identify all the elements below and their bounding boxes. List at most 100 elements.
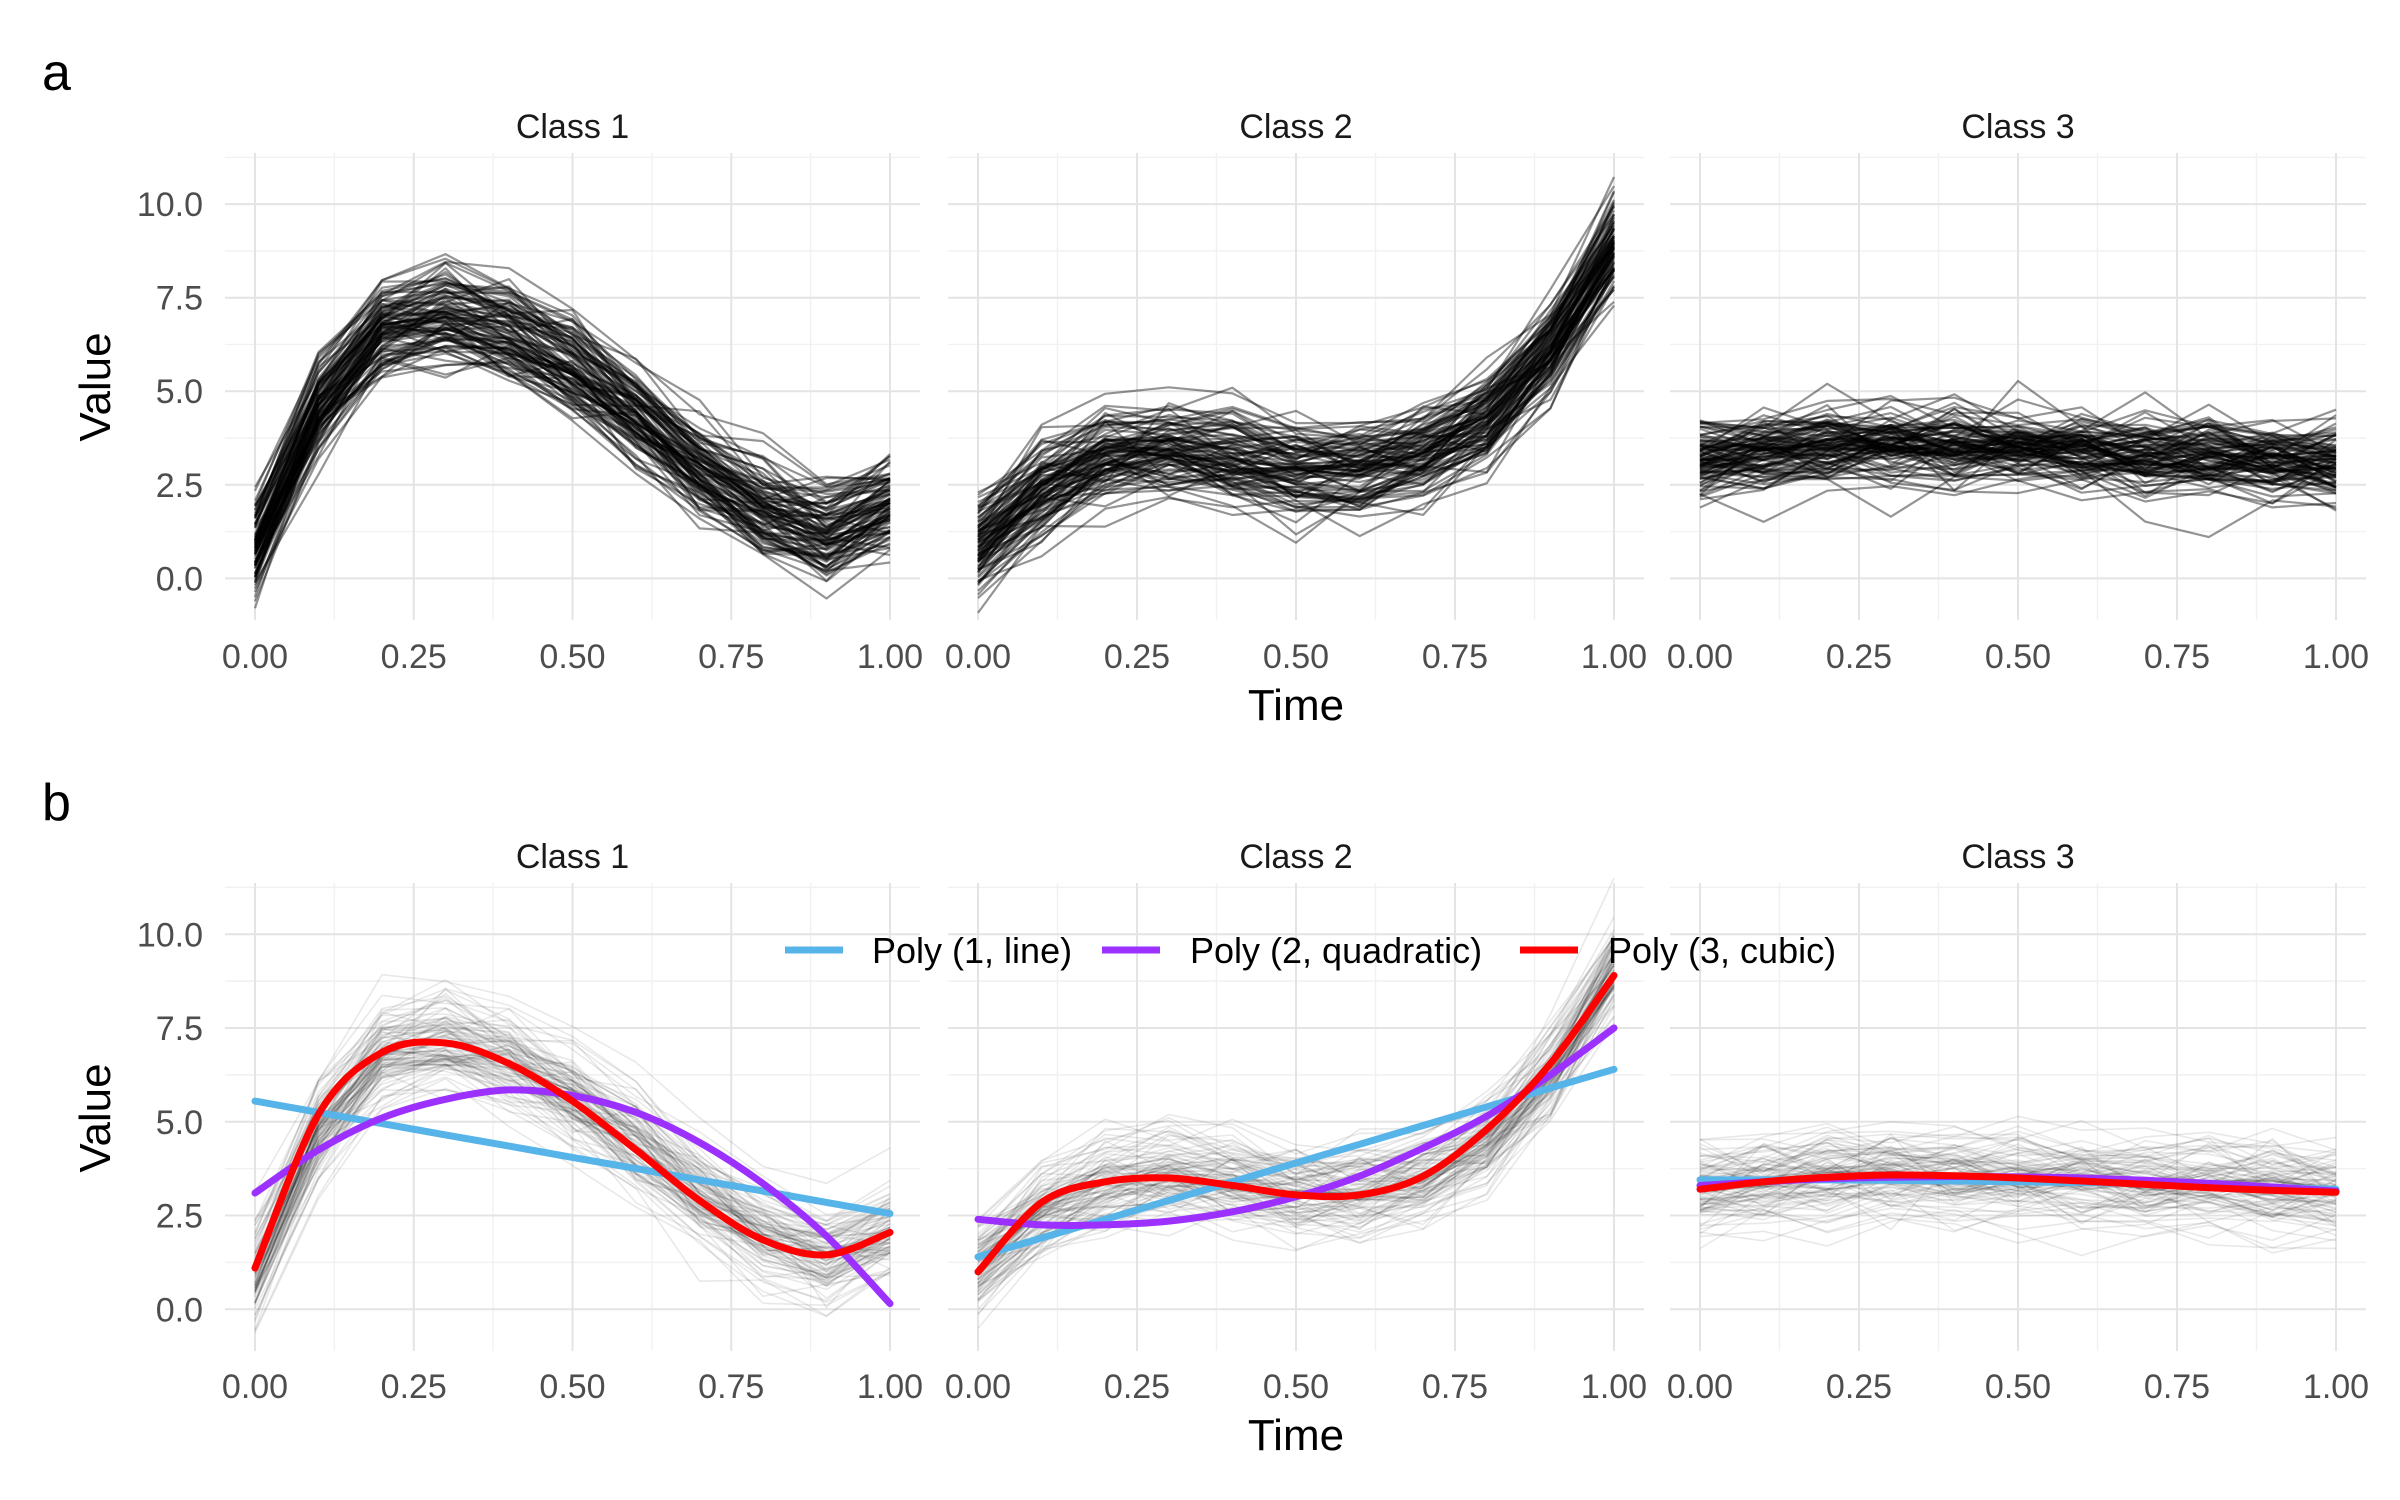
trace-line: [977, 280, 1615, 582]
trace-line: [253, 299, 891, 534]
trace-line: [1699, 437, 2337, 484]
trace-line: [254, 1050, 891, 1285]
trace-line: [1699, 1143, 2337, 1177]
trace-line: [253, 313, 891, 553]
trace-line: [1699, 436, 2337, 475]
trace-line: [1699, 431, 2337, 470]
trace-line: [977, 955, 1615, 1249]
trace-line: [1699, 1183, 2337, 1215]
trace-line: [977, 1022, 1615, 1303]
trace-line: [1699, 421, 2337, 484]
trace-line: [1699, 1133, 2337, 1188]
trace-line: [254, 992, 891, 1272]
trace-line: [1699, 430, 2337, 489]
trace-line: [1700, 452, 2337, 494]
trace-line: [254, 994, 891, 1253]
trace-line: [1699, 439, 2337, 477]
trace-line: [1699, 1140, 2337, 1178]
trace-line: [254, 1015, 891, 1266]
trace-line: [1699, 1145, 2337, 1189]
trace-line: [254, 1016, 891, 1231]
trace-line: [1699, 1150, 2337, 1194]
trace-line: [977, 949, 1615, 1242]
trace-line: [254, 335, 891, 555]
trace-line: [1699, 1141, 2337, 1182]
trace-line: [1699, 433, 2337, 499]
trace-line: [254, 260, 891, 492]
trace-line: [253, 278, 891, 526]
trace-line: [977, 958, 1615, 1292]
legend-label-poly-2: Poly (2, quadratic): [1190, 930, 1482, 971]
y-tick-label: 5.0: [156, 373, 203, 411]
trace-line: [1699, 1207, 2337, 1250]
trace-line: [1699, 1137, 2337, 1201]
trace-line: [1699, 1149, 2337, 1190]
trace-line: [1699, 1186, 2337, 1225]
trace-line: [253, 316, 891, 557]
trace-line: [253, 325, 891, 566]
trace-line: [977, 966, 1615, 1228]
trace-line: [977, 933, 1615, 1221]
trace-line: [1699, 469, 2337, 539]
trace-line: [977, 235, 1615, 573]
trace-line: [977, 249, 1615, 560]
trace-line: [1699, 424, 2337, 468]
trace-line: [253, 253, 891, 514]
trace-line: [977, 264, 1615, 562]
trace-line: [977, 246, 1615, 534]
trace-line: [977, 980, 1615, 1290]
trace-line: [1699, 444, 2337, 479]
trace-line: [1699, 440, 2337, 480]
trace-line: [254, 1063, 891, 1304]
trace-line: [977, 980, 1615, 1287]
trace-line: [1699, 443, 2337, 481]
trace-line: [977, 969, 1615, 1253]
trace-line: [254, 1013, 891, 1265]
trace-line: [977, 961, 1615, 1260]
trace-line: [977, 230, 1615, 508]
trace-line: [254, 287, 891, 507]
trace-line: [977, 239, 1615, 553]
trace-line: [1699, 442, 2337, 486]
trace-line: [253, 315, 891, 545]
x-tick-label: 0.50: [1985, 1368, 2051, 1406]
fit-line-poly-2: [251, 1086, 894, 1308]
trace-line: [254, 1089, 891, 1331]
trace-line: [254, 347, 891, 600]
trace-line: [1699, 436, 2337, 474]
trace-line: [1699, 1160, 2337, 1206]
trace-line: [977, 300, 1615, 573]
trace-line: [254, 1035, 891, 1281]
trace-line: [254, 277, 891, 540]
trace-line: [977, 267, 1615, 584]
trace-line: [253, 326, 891, 589]
trace-line: [1699, 414, 2337, 460]
trace-line: [1699, 1175, 2337, 1230]
trace-line: [977, 245, 1615, 587]
trace-line: [254, 1049, 891, 1262]
trace-line: [254, 1007, 891, 1240]
legend-label-poly-3: Poly (3, cubic): [1608, 930, 1836, 971]
trace-line: [977, 985, 1615, 1277]
trace-line: [254, 1040, 891, 1292]
panel-b: b Value Time 0.00 0.25 0.50 0.75 1.00 0.0 2.5 5.0 7…: [42, 774, 2369, 1460]
x-tick-label: 0.75: [1422, 1368, 1488, 1406]
trace-line: [253, 310, 891, 541]
trace-line: [1699, 437, 2337, 492]
trace-line: [977, 267, 1615, 579]
trace-line: [253, 338, 891, 583]
trace-line: [977, 940, 1615, 1225]
y-tick-label: 2.5: [156, 467, 203, 505]
trace-line: [254, 1026, 891, 1269]
trace-line: [1699, 426, 2337, 473]
x-tick-label: 0.50: [1263, 638, 1329, 676]
trace-line: [254, 1053, 891, 1323]
x-tick-label: 0.00: [222, 638, 288, 676]
trace-line: [1699, 436, 2337, 496]
trace-line: [253, 336, 891, 578]
trace-line: [977, 979, 1615, 1259]
x-tick-label: 0.75: [698, 1368, 764, 1406]
trace-line: [1699, 440, 2337, 490]
trace-line: [1699, 406, 2337, 446]
trace-line: [977, 953, 1615, 1284]
